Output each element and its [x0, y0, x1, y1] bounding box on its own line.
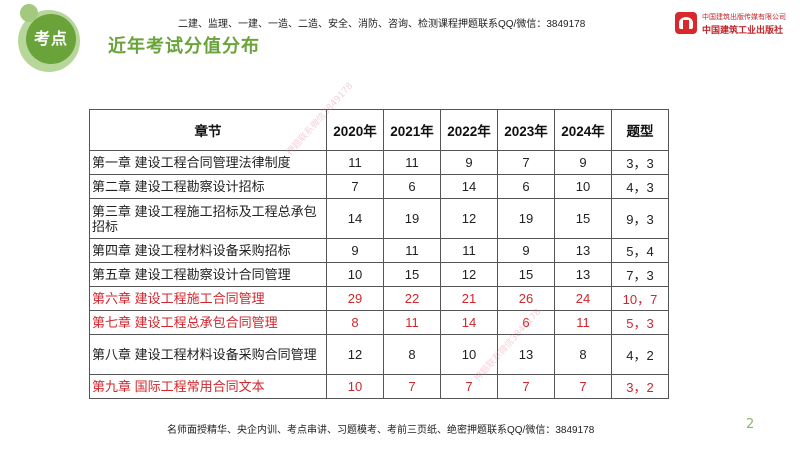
question-type: 7，3 — [611, 262, 669, 287]
top-banner-text: 二建、监理、一建、一造、二造、安全、消防、咨询、检测课程押题联系QQ/微信：38… — [178, 19, 586, 30]
chapter-cell: 第一章 建设工程合同管理法律制度 — [89, 150, 327, 175]
chapter-cell: 第二章 建设工程勘察设计招标 — [89, 174, 327, 199]
publisher-logo-icon — [675, 12, 697, 34]
score-2023: 7 — [497, 374, 555, 399]
score-2020: 8 — [326, 310, 384, 335]
header-2024: 2024年 — [554, 109, 612, 151]
table-row-highlighted: 第九章 国际工程常用合同文本 10 7 7 7 7 3，2 — [89, 374, 669, 399]
chapter-cell: 第六章 建设工程施工合同管理 — [89, 286, 327, 311]
score-2020: 11 — [326, 150, 384, 175]
score-2023: 19 — [497, 198, 555, 239]
score-2020: 12 — [326, 334, 384, 375]
badge-knob-circle — [20, 4, 38, 22]
score-2021: 6 — [383, 174, 441, 199]
chapter-cell: 第九章 国际工程常用合同文本 — [89, 374, 327, 399]
score-2022: 14 — [440, 310, 498, 335]
score-2022: 14 — [440, 174, 498, 199]
publisher-name-line1: 中国建筑出版传媒有限公司 — [702, 13, 786, 21]
score-2020: 10 — [326, 374, 384, 399]
table-row: 第五章 建设工程勘察设计合同管理 10 15 12 15 13 7，3 — [89, 262, 669, 287]
score-2021: 11 — [383, 310, 441, 335]
score-2022: 12 — [440, 198, 498, 239]
score-2024: 15 — [554, 198, 612, 239]
badge-label: 考点 — [26, 14, 76, 64]
table-row: 第一章 建设工程合同管理法律制度 11 11 9 7 9 3，3 — [89, 150, 669, 175]
table-row: 第三章 建设工程施工招标及工程总承包招标 14 19 12 19 15 9，3 — [89, 198, 669, 239]
header-2021: 2021年 — [383, 109, 441, 151]
question-type: 3，2 — [611, 374, 669, 399]
chapter-cell: 第七章 建设工程总承包合同管理 — [89, 310, 327, 335]
publisher-name-line2: 中国建筑工业出版社 — [702, 26, 784, 36]
publisher-logo: 中国建筑出版传媒有限公司 中国建筑工业出版社 — [672, 10, 790, 36]
score-2024: 11 — [554, 310, 612, 335]
question-type: 9，3 — [611, 198, 669, 239]
question-type: 5，3 — [611, 310, 669, 335]
score-2024: 7 — [554, 374, 612, 399]
chapter-cell: 第四章 建设工程材料设备采购招标 — [89, 238, 327, 263]
score-2023: 9 — [497, 238, 555, 263]
chapter-cell: 第三章 建设工程施工招标及工程总承包招标 — [89, 198, 327, 239]
score-2020: 14 — [326, 198, 384, 239]
score-2021: 22 — [383, 286, 441, 311]
score-2024: 9 — [554, 150, 612, 175]
header-2023: 2023年 — [497, 109, 555, 151]
header-question-type: 题型 — [611, 109, 669, 151]
score-distribution-table: 章节 2020年 2021年 2022年 2023年 2024年 题型 第一章 … — [89, 109, 669, 399]
score-2021: 8 — [383, 334, 441, 375]
score-2024: 13 — [554, 262, 612, 287]
table-row: 第四章 建设工程材料设备采购招标 9 11 11 9 13 5，4 — [89, 238, 669, 263]
score-2022: 21 — [440, 286, 498, 311]
score-2021: 7 — [383, 374, 441, 399]
score-2024: 10 — [554, 174, 612, 199]
chapter-cell: 第五章 建设工程勘察设计合同管理 — [89, 262, 327, 287]
score-2022: 9 — [440, 150, 498, 175]
score-2020: 29 — [326, 286, 384, 311]
score-2024: 13 — [554, 238, 612, 263]
question-type: 5，4 — [611, 238, 669, 263]
score-2021: 11 — [383, 238, 441, 263]
question-type: 3，3 — [611, 150, 669, 175]
chapter-cell: 第八章 建设工程材料设备采购合同管理 — [89, 334, 327, 375]
score-2022: 12 — [440, 262, 498, 287]
question-type: 4，3 — [611, 174, 669, 199]
footer-text: 名师面授精华、央企内训、考点串讲、习题模考、考前三页纸、绝密押题联系QQ/微信：… — [167, 425, 595, 436]
topic-badge: 考点 — [18, 4, 88, 72]
score-2023: 13 — [497, 334, 555, 375]
score-2021: 15 — [383, 262, 441, 287]
score-2023: 26 — [497, 286, 555, 311]
score-2020: 10 — [326, 262, 384, 287]
header-chapter: 章节 — [89, 109, 327, 151]
table-row: 第二章 建设工程勘察设计招标 7 6 14 6 10 4，3 — [89, 174, 669, 199]
header-2022: 2022年 — [440, 109, 498, 151]
score-2022: 11 — [440, 238, 498, 263]
score-2022: 10 — [440, 334, 498, 375]
table-row-highlighted: 第七章 建设工程总承包合同管理 8 11 14 6 11 5，3 — [89, 310, 669, 335]
table-row-highlighted: 第六章 建设工程施工合同管理 29 22 21 26 24 10，7 — [89, 286, 669, 311]
score-2023: 15 — [497, 262, 555, 287]
score-2023: 6 — [497, 174, 555, 199]
score-2023: 6 — [497, 310, 555, 335]
score-2021: 11 — [383, 150, 441, 175]
score-2023: 7 — [497, 150, 555, 175]
score-2021: 19 — [383, 198, 441, 239]
score-2020: 9 — [326, 238, 384, 263]
table-row: 第八章 建设工程材料设备采购合同管理 12 8 10 13 8 4，2 — [89, 334, 669, 375]
header-2020: 2020年 — [326, 109, 384, 151]
question-type: 4，2 — [611, 334, 669, 375]
page-title: 近年考试分值分布 — [108, 36, 260, 57]
page-number: 2 — [746, 417, 755, 432]
score-2022: 7 — [440, 374, 498, 399]
score-2020: 7 — [326, 174, 384, 199]
score-2024: 8 — [554, 334, 612, 375]
table-header-row: 章节 2020年 2021年 2022年 2023年 2024年 题型 — [89, 109, 669, 151]
score-2024: 24 — [554, 286, 612, 311]
question-type: 10，7 — [611, 286, 669, 311]
